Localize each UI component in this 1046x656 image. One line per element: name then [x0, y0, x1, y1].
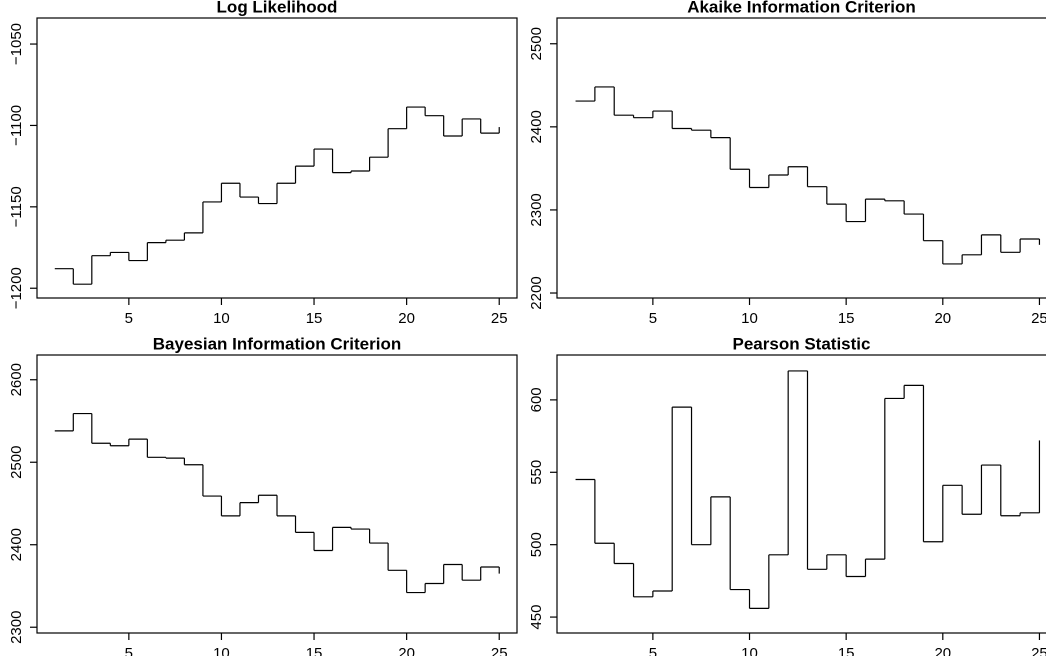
x-tick-label: 15 — [838, 645, 855, 656]
y-tick-label: 2600 — [8, 363, 25, 396]
plot-frame — [36, 354, 518, 634]
plot-frame — [36, 17, 518, 299]
panel-title: Log Likelihood — [217, 0, 338, 16]
x-tick-label: 5 — [649, 645, 657, 656]
y-tick-label: −1100 — [8, 105, 25, 146]
y-tick-label: 2300 — [528, 193, 545, 226]
y-tick-label: 500 — [528, 532, 545, 557]
x-tick-label: 20 — [934, 645, 951, 656]
x-tick-label: 15 — [306, 645, 323, 656]
x-tick-label: 20 — [398, 310, 415, 327]
panel: Akaike Information Criterion 5 10 15 20 25 220… — [528, 0, 1046, 327]
y-tick-label: −1150 — [8, 186, 25, 227]
x-tick-label: 10 — [741, 310, 758, 327]
x-tick-label: 5 — [125, 645, 133, 656]
y-tick-label: −1200 — [8, 267, 25, 309]
x-tick-label: 25 — [1031, 310, 1046, 327]
panel: Bayesian Information Criterion 5 10 15 20 25 2… — [8, 334, 518, 656]
x-tick-label: 25 — [491, 310, 508, 327]
plot-frame — [556, 17, 1046, 299]
plot-frame — [556, 354, 1046, 634]
y-tick-label: 450 — [528, 605, 545, 630]
y-tick-label: 2300 — [8, 611, 25, 644]
panel-title: Akaike Information Criterion — [687, 0, 916, 16]
x-tick-label: 10 — [213, 310, 230, 327]
panel: Pearson Statistic 5 10 15 20 25 450 500 550 600 — [528, 334, 1046, 656]
x-tick-label: 25 — [491, 645, 508, 656]
x-tick-label: 15 — [838, 310, 855, 327]
x-tick-label: 10 — [213, 645, 230, 656]
panel-title: Pearson Statistic — [733, 334, 871, 353]
y-tick-label: 2500 — [8, 446, 25, 479]
y-tick-label: 2500 — [528, 27, 545, 60]
x-tick-label: 20 — [398, 645, 415, 656]
x-tick-label: 10 — [741, 645, 758, 656]
y-tick-label: 2400 — [8, 528, 25, 561]
y-tick-label: 2400 — [528, 110, 545, 143]
x-tick-label: 5 — [125, 310, 133, 327]
x-tick-label: 5 — [649, 310, 657, 327]
y-tick-label: 550 — [528, 460, 545, 485]
y-tick-label: −1050 — [8, 23, 25, 65]
panel-title: Bayesian Information Criterion — [153, 334, 401, 353]
y-tick-label: 2200 — [528, 276, 545, 309]
panel: Log Likelihood 5 10 15 20 25 −1200 −1150 −1100 −1… — [8, 0, 518, 327]
y-tick-label: 600 — [528, 387, 545, 412]
x-tick-label: 20 — [934, 310, 951, 327]
x-tick-label: 25 — [1031, 645, 1046, 656]
x-tick-label: 15 — [306, 310, 323, 327]
